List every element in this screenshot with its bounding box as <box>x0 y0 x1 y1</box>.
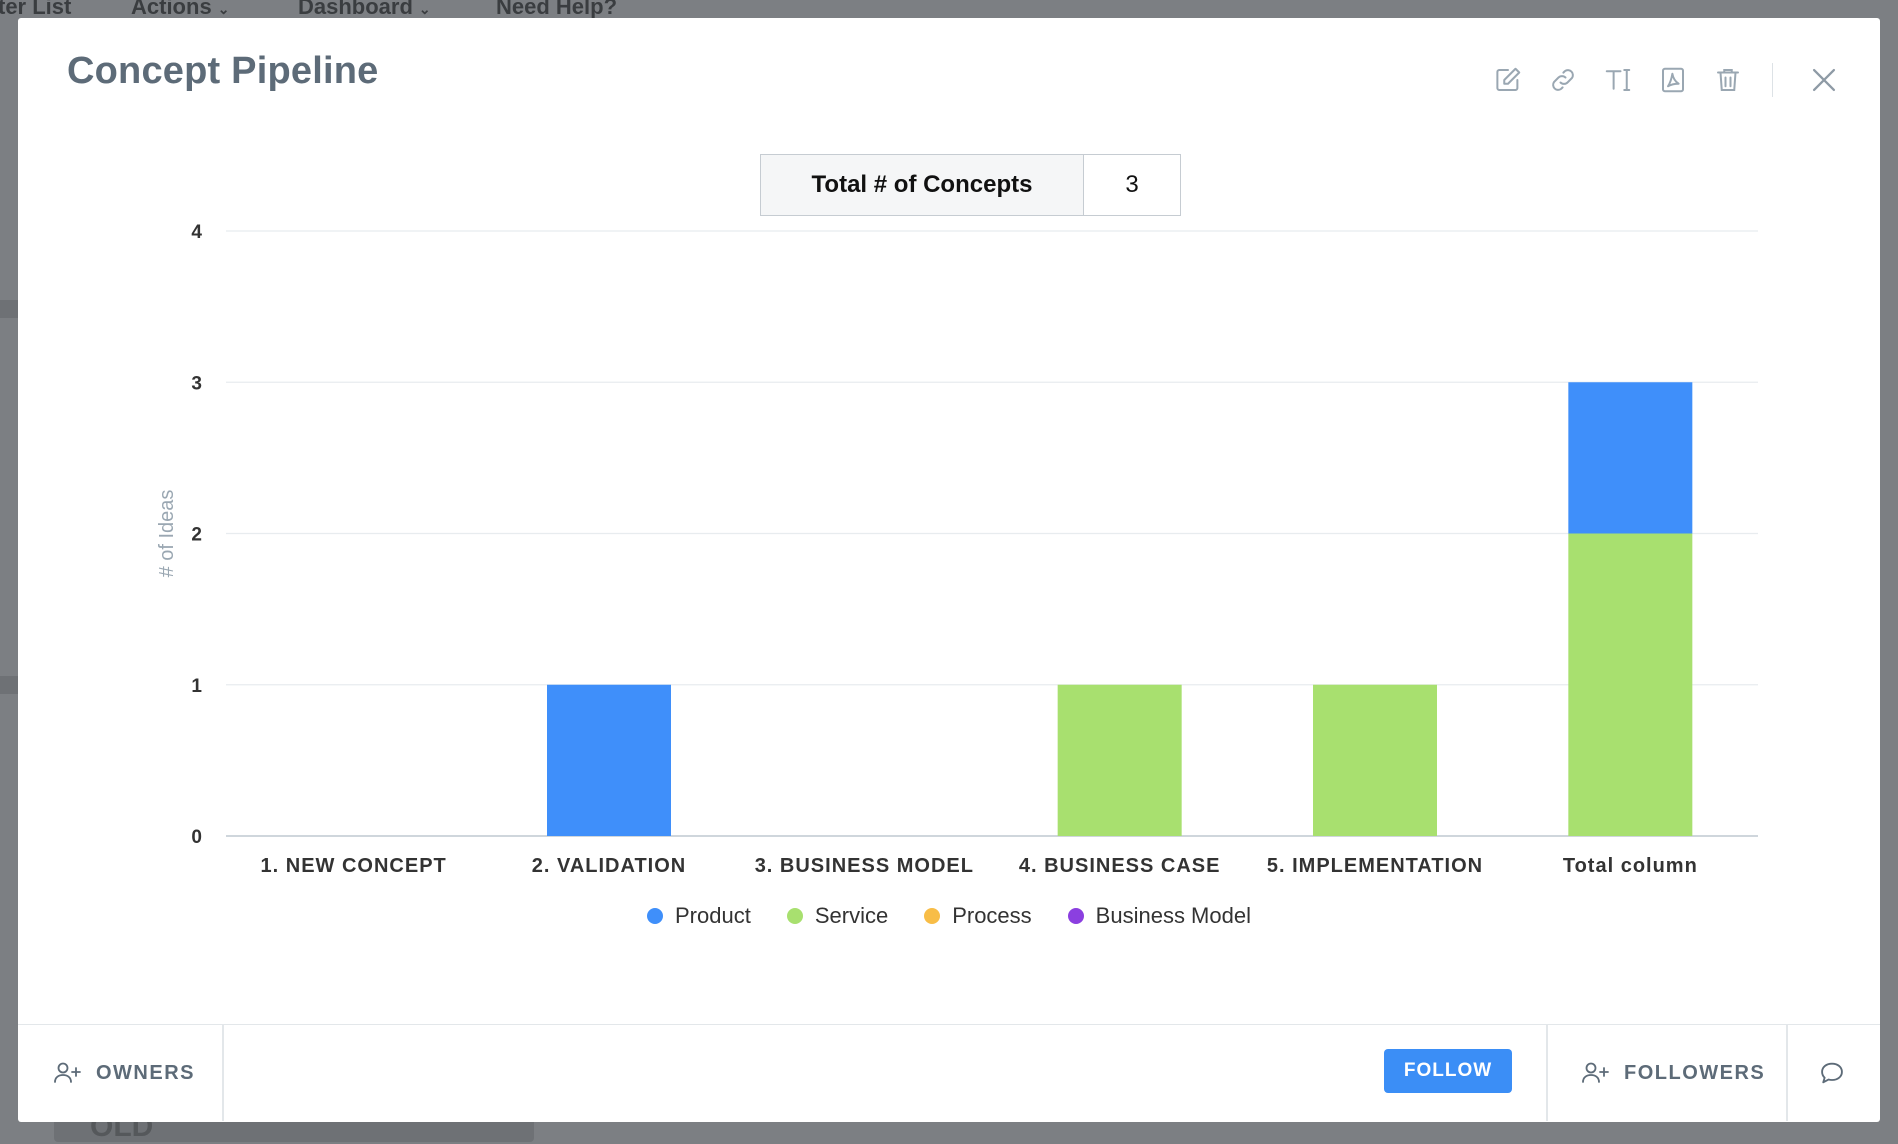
x-tick-label: 2. VALIDATION <box>532 855 686 877</box>
footer-divider <box>1546 1025 1548 1121</box>
owners-label: OWNERS <box>96 1061 195 1084</box>
y-tick-label: 1 <box>191 676 202 697</box>
legend-label: Process <box>952 903 1032 928</box>
add-user-icon <box>1582 1062 1609 1083</box>
link-icon[interactable] <box>1545 62 1581 98</box>
total-concepts-label: Total # of Concepts <box>761 155 1084 215</box>
trash-icon[interactable] <box>1710 62 1746 98</box>
x-tick-label: 1. NEW CONCEPT <box>261 855 447 877</box>
comment-icon <box>1821 1062 1843 1084</box>
legend-dot <box>647 908 663 924</box>
bg-nav-label: Dashboard <box>298 0 413 19</box>
bar-service <box>1568 533 1693 836</box>
y-tick-label: 4 <box>191 222 202 243</box>
bg-nav-item: Dashboard ⌄ <box>298 0 431 20</box>
bg-nav-item: Need Help? <box>496 0 618 19</box>
legend-item[interactable]: Process <box>924 903 1032 929</box>
y-tick-label: 2 <box>191 525 202 546</box>
modal-toolbar <box>1471 58 1842 102</box>
y-tick-label: 3 <box>191 373 202 394</box>
legend-dot <box>1067 908 1084 924</box>
legend-dot <box>924 908 941 924</box>
comments-button[interactable] <box>1818 1025 1846 1121</box>
x-tick-label: 4. BUSINESS CASE <box>1019 855 1221 877</box>
bg-nav-label: Actions <box>131 0 212 19</box>
footer-divider <box>222 1025 224 1121</box>
concept-pipeline-modal: Concept Pipeline Total # of Concepts 3 0… <box>18 18 1880 1122</box>
bar-product <box>1568 382 1693 534</box>
modal-title: Concept Pipeline <box>67 50 379 92</box>
followers-label: FOLLOWERS <box>1624 1061 1766 1084</box>
chart-legend: Product Service Process Business Model <box>18 903 1880 929</box>
y-tick-label: 0 <box>191 827 202 848</box>
legend-item[interactable]: Product <box>647 903 751 929</box>
close-icon[interactable] <box>1806 62 1842 98</box>
bar-service <box>1057 684 1182 836</box>
bar-service <box>1313 684 1437 836</box>
bar-product <box>547 684 671 836</box>
footer-divider <box>1786 1025 1788 1121</box>
x-tick-label: 5. IMPLEMENTATION <box>1267 855 1483 877</box>
bg-nav-item: Actions ⌄ <box>131 0 229 20</box>
chevron-down-icon: ⌄ <box>217 1 230 17</box>
background-nav: ter List Actions ⌄ Dashboard ⌄ Need Help? <box>0 0 1898 20</box>
text-format-icon[interactable] <box>1600 62 1636 98</box>
pdf-icon[interactable] <box>1655 62 1691 98</box>
modal-footer: OWNERS FOLLOW FOLLOWERS <box>18 1024 1880 1122</box>
add-user-icon <box>54 1062 81 1083</box>
chevron-down-icon: ⌄ <box>418 1 431 17</box>
y-axis-label: # of Ideas <box>156 490 178 578</box>
legend-label: Business Model <box>1095 903 1251 928</box>
bg-strip <box>0 676 20 694</box>
bg-nav-item: ter List <box>0 0 72 19</box>
edit-icon[interactable] <box>1490 62 1526 98</box>
legend-item[interactable]: Service <box>786 903 889 929</box>
legend-item[interactable]: Business Model <box>1067 903 1251 929</box>
legend-dot <box>786 908 803 924</box>
total-concepts-box: Total # of Concepts 3 <box>760 154 1181 216</box>
toolbar-divider <box>1772 63 1773 97</box>
followers-button[interactable]: FOLLOWERS <box>1580 1025 1765 1121</box>
follow-button[interactable]: FOLLOW <box>1384 1049 1512 1093</box>
legend-label: Product <box>675 903 751 928</box>
bg-strip <box>0 300 20 318</box>
legend-label: Service <box>814 903 889 928</box>
stacked-bar-chart: 0 1 2 3 4 # of Ideas 1. NEW CONCEPT 2. VALIDATI… <box>156 222 1758 877</box>
total-concepts-value: 3 <box>1125 171 1139 198</box>
x-tick-label: Total column <box>1563 855 1698 877</box>
owners-button[interactable]: OWNERS <box>52 1025 195 1121</box>
x-tick-label: 3. BUSINESS MODEL <box>755 855 974 877</box>
